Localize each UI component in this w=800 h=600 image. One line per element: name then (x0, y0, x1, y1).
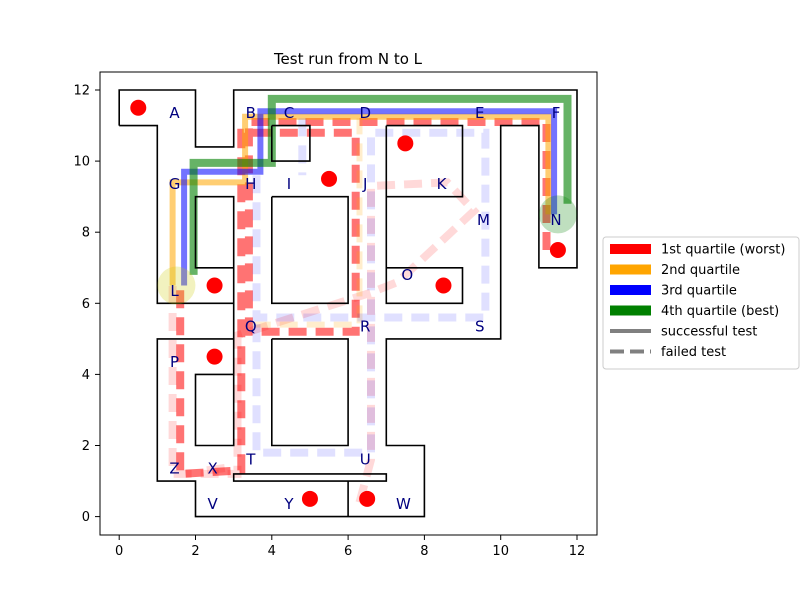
wall-2 (270, 124, 311, 162)
y-tick-label-8: 8 (82, 226, 90, 241)
node-label-e: E (475, 104, 484, 122)
red-dot-9 (359, 490, 376, 507)
legend-label-3: 3rd quartile (661, 284, 737, 299)
node-label-v: V (208, 495, 219, 513)
x-tick-label-10: 10 (492, 544, 509, 559)
node-labels: A B C D E F G H I J K M N O L Q R S P Z X T U V Y W (169, 104, 562, 513)
node-label-x: X (208, 460, 218, 478)
node-label-f: F (552, 104, 561, 122)
path-4 (169, 113, 552, 286)
node-label-l: L (170, 282, 179, 300)
node-label-u: U (360, 451, 371, 469)
chart-title: Test run from N to L (273, 50, 423, 68)
red-dot-7 (206, 348, 223, 365)
legend-items: 1st quartile (worst) 2nd quartile 3rd quar… (610, 243, 785, 360)
node-label-w: W (396, 495, 411, 513)
node-label-d: D (359, 104, 371, 122)
path-2 (168, 178, 480, 504)
x-tick-label-4: 4 (268, 544, 276, 559)
y-tick-label-2: 2 (82, 439, 90, 454)
endpoint-markers (157, 195, 577, 305)
node-label-i: I (287, 175, 291, 193)
wall-5 (270, 338, 349, 447)
path-7 (252, 128, 490, 457)
path-5 (252, 118, 363, 328)
node-label-r: R (360, 317, 370, 335)
red-dot-4 (549, 241, 566, 258)
y-axis-ticks: 0 2 4 6 8 10 12 (73, 84, 100, 525)
red-dot-5 (206, 277, 223, 294)
red-dot-6 (435, 277, 452, 294)
y-tick-label-4: 4 (82, 368, 90, 383)
legend-label-2: 2nd quartile (661, 263, 740, 278)
legend: 1st quartile (worst) 2nd quartile 3rd quar… (602, 236, 800, 370)
node-label-o: O (401, 266, 413, 284)
node-label-n: N (550, 211, 561, 229)
red-dot-1 (130, 99, 147, 116)
node-label-h: H (245, 175, 256, 193)
node-label-q: Q (245, 317, 257, 335)
node-label-z: Z (169, 460, 179, 478)
path-layer (168, 94, 572, 504)
node-label-p: P (170, 353, 179, 371)
obstacle-dots (130, 99, 566, 507)
red-dot-3 (321, 170, 338, 187)
node-label-g: G (169, 175, 181, 193)
x-tick-label-12: 12 (569, 544, 586, 559)
red-dot-2 (397, 135, 414, 152)
y-tick-label-0: 0 (82, 510, 90, 525)
legend-label-1: 1st quartile (worst) (661, 243, 785, 258)
maze-walls (118, 89, 578, 518)
y-tick-label-6: 6 (82, 297, 90, 312)
wall-3 (385, 124, 464, 305)
node-label-j: J (362, 175, 367, 193)
x-tick-label-0: 0 (115, 544, 123, 559)
legend-box (602, 236, 800, 370)
path-6 (181, 108, 558, 286)
path-3 (206, 462, 235, 475)
x-tick-label-8: 8 (420, 544, 428, 559)
endpoint-end (157, 266, 196, 305)
node-label-s: S (475, 317, 485, 335)
wall-1 (118, 89, 578, 518)
node-label-m: M (477, 211, 490, 229)
wall-4 (270, 195, 349, 305)
legend-label-5: successful test (661, 325, 757, 340)
endpoint-start (538, 195, 577, 234)
legend-label-6: failed test (661, 345, 726, 360)
x-tick-label-6: 6 (344, 544, 352, 559)
legend-label-4: 4th quartile (best) (661, 304, 779, 319)
node-label-a: A (169, 104, 180, 122)
x-tick-label-2: 2 (191, 544, 199, 559)
node-label-y: Y (283, 495, 294, 513)
y-tick-label-12: 12 (73, 84, 90, 99)
node-label-t: T (245, 451, 256, 469)
node-label-c: C (284, 104, 294, 122)
x-axis-ticks: 0 2 4 6 8 10 12 (115, 535, 585, 559)
node-label-k: K (437, 175, 448, 193)
path-1 (176, 118, 551, 479)
node-label-b: B (246, 104, 256, 122)
y-tick-label-10: 10 (73, 155, 90, 170)
red-dot-8 (301, 490, 318, 507)
